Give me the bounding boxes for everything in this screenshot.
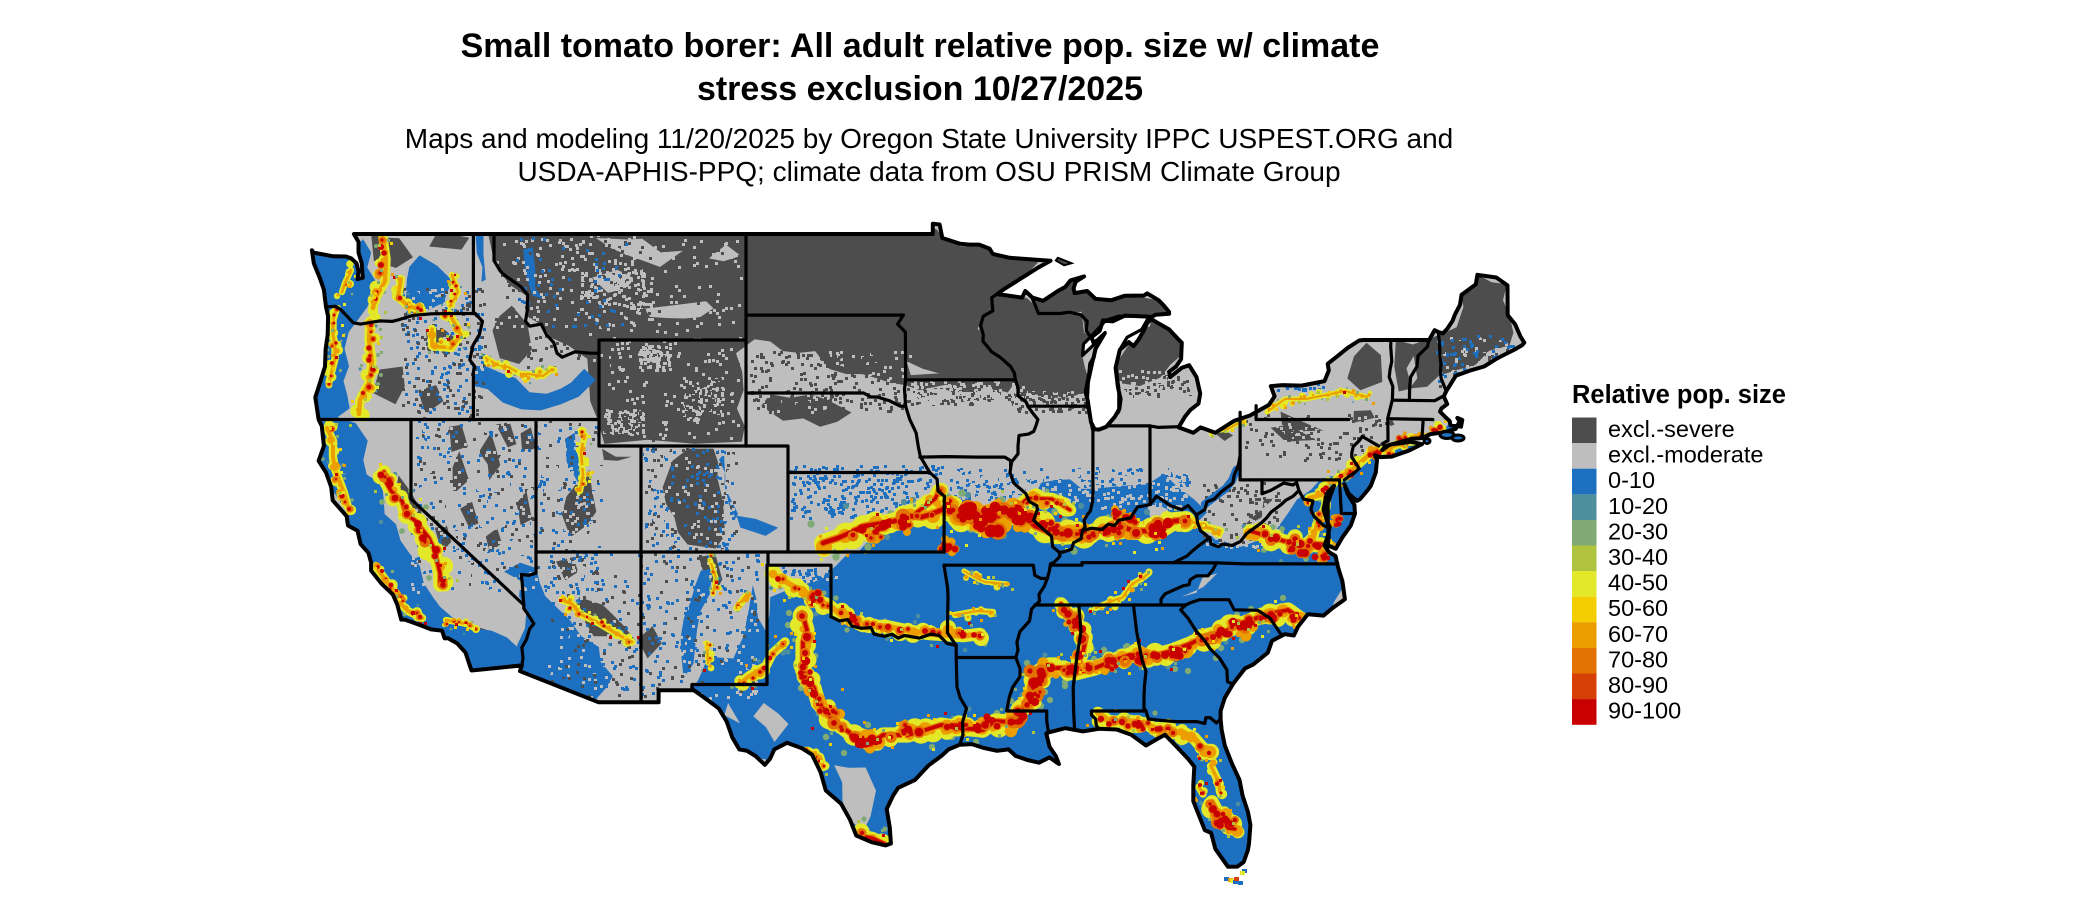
svg-text:0-10: 0-10 [1608,467,1655,493]
svg-text:60-70: 60-70 [1608,621,1668,647]
svg-text:40-50: 40-50 [1608,570,1668,596]
svg-text:80-90: 80-90 [1608,672,1668,698]
svg-text:50-60: 50-60 [1608,595,1668,621]
svg-text:20-30: 20-30 [1608,518,1668,544]
svg-text:Maps and modeling 11/20/2025 b: Maps and modeling 11/20/2025 by Oregon S… [405,123,1453,154]
svg-text:excl.-moderate: excl.-moderate [1608,442,1763,468]
svg-text:10-20: 10-20 [1608,493,1668,519]
svg-text:90-100: 90-100 [1608,698,1681,724]
svg-text:Small tomato borer: All adult: Small tomato borer: All adult relative p… [461,27,1380,65]
svg-text:stress exclusion 10/27/2025: stress exclusion 10/27/2025 [697,70,1143,108]
svg-text:USDA-APHIS-PPQ; climate data f: USDA-APHIS-PPQ; climate data from OSU PR… [517,156,1340,187]
svg-text:Relative pop. size: Relative pop. size [1572,381,1786,409]
svg-text:30-40: 30-40 [1608,544,1668,570]
svg-text:excl.-severe: excl.-severe [1608,416,1735,442]
svg-text:70-80: 70-80 [1608,646,1668,672]
